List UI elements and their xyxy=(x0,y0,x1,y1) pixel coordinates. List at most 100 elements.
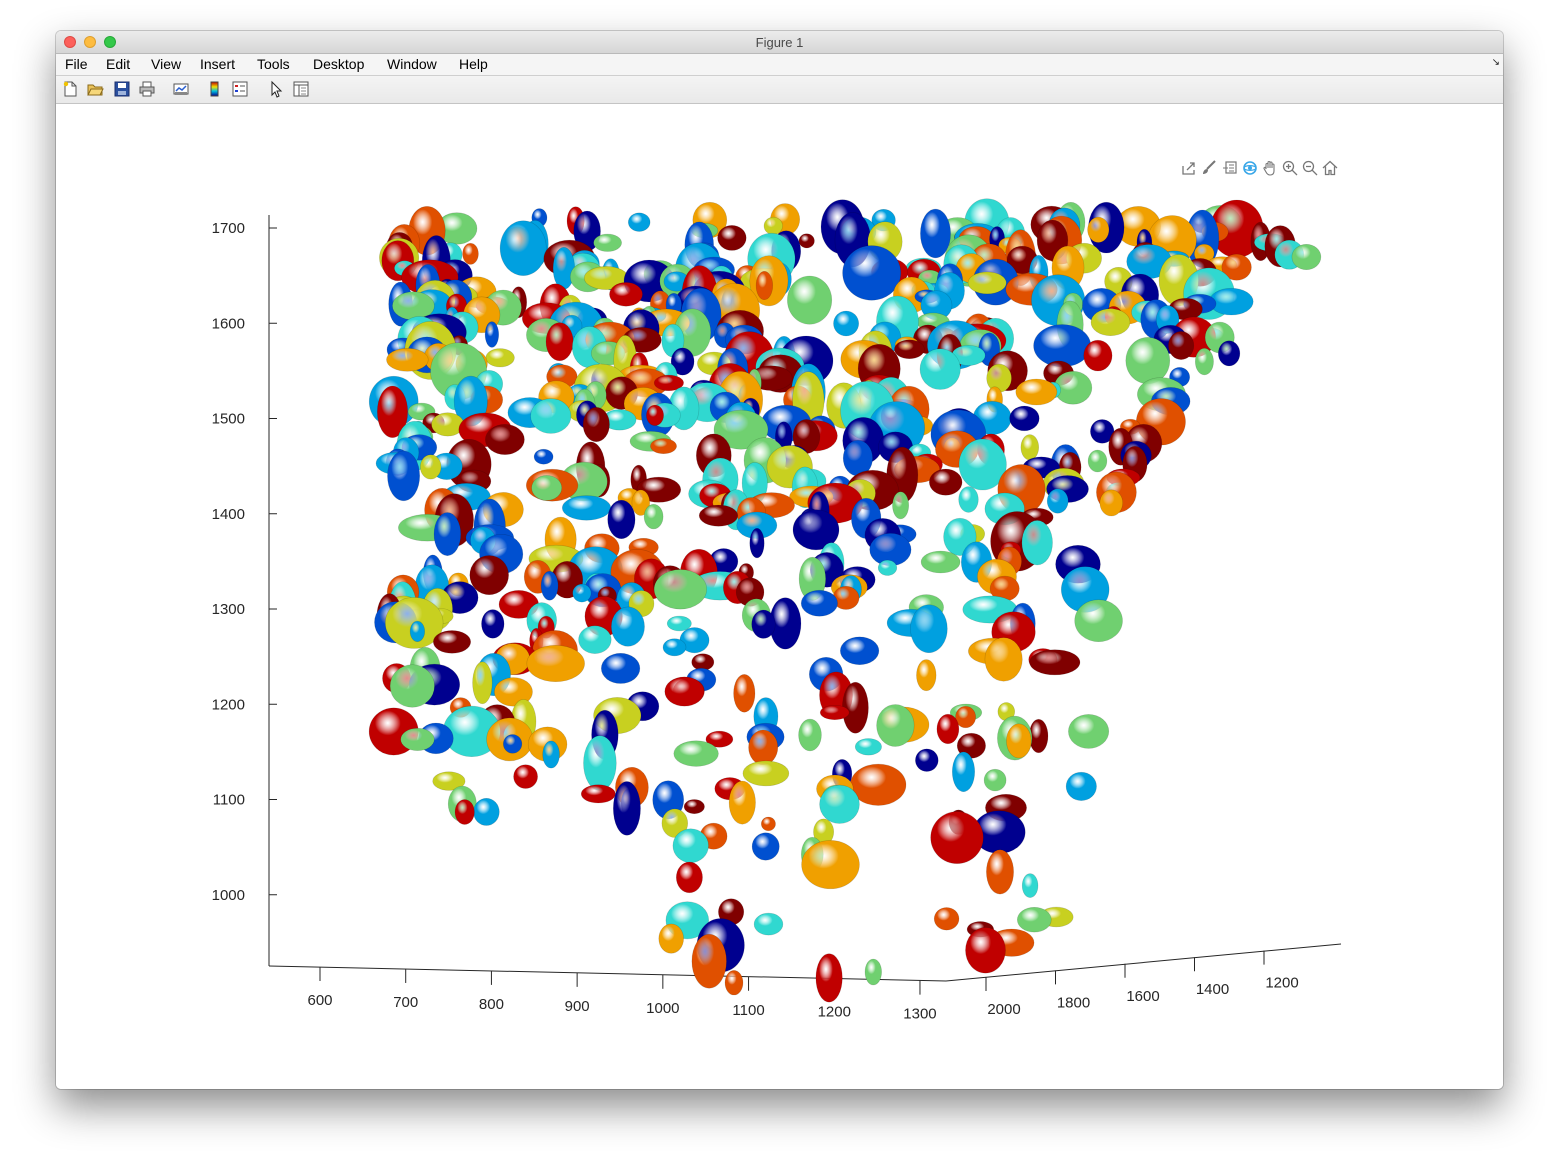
ellipsoid-point xyxy=(600,653,641,684)
ellipsoid-point xyxy=(751,832,780,861)
ellipsoid-point xyxy=(983,768,1007,792)
figure-window: Figure 1 File Edit View Insert Tools Des… xyxy=(56,31,1503,1089)
menu-insert[interactable]: Insert xyxy=(200,56,236,72)
ellipsoid-point xyxy=(484,321,500,348)
ellipsoid-point xyxy=(1087,449,1108,473)
ellipsoid-point xyxy=(842,681,869,734)
maximize-window-icon[interactable] xyxy=(104,36,116,48)
ellipsoid-point xyxy=(705,730,734,748)
ellipsoid-point xyxy=(676,861,703,894)
menu-file[interactable]: File xyxy=(65,56,88,72)
ellipsoid-point xyxy=(578,625,612,654)
ellipsoid-point xyxy=(761,816,776,832)
ellipsoid-point xyxy=(733,674,756,713)
x-tick-label: 600 xyxy=(307,992,332,1009)
y-tick-label: 2000 xyxy=(987,1001,1020,1018)
minimize-window-icon[interactable] xyxy=(84,36,96,48)
rotate-3d-icon[interactable] xyxy=(1241,159,1259,177)
pan-icon[interactable] xyxy=(1261,159,1279,177)
menu-help[interactable]: Help xyxy=(459,56,488,72)
ellipsoid-point xyxy=(376,385,408,438)
ellipsoid-point xyxy=(662,638,687,657)
property-inspector-icon[interactable] xyxy=(292,80,310,98)
zoom-out-icon[interactable] xyxy=(1301,159,1319,177)
ellipsoid-point xyxy=(646,404,664,426)
ellipsoid-point xyxy=(1083,339,1113,372)
menu-edit[interactable]: Edit xyxy=(106,56,131,72)
ellipsoid-point xyxy=(751,609,776,639)
ellipsoid-point xyxy=(965,927,1006,974)
ellipsoid-point xyxy=(755,271,774,301)
insert-legend-icon[interactable] xyxy=(231,80,249,98)
ellipsoid-point xyxy=(386,348,429,372)
ellipsoid-point xyxy=(800,589,838,617)
x-tick-label: 1200 xyxy=(818,1004,851,1021)
ellipsoid-point xyxy=(1020,434,1039,461)
ellipsoid-point xyxy=(473,798,500,826)
ellipsoid-point xyxy=(877,559,898,576)
ellipsoid-point xyxy=(432,771,466,791)
ellipsoid-point xyxy=(819,704,850,720)
open-folder-icon[interactable] xyxy=(86,80,104,98)
export-icon[interactable] xyxy=(1180,159,1198,177)
print-icon[interactable] xyxy=(138,80,156,98)
x-tick-label: 800 xyxy=(479,996,504,1013)
ellipsoid-point xyxy=(864,958,882,986)
ellipsoid-point xyxy=(748,729,779,766)
ellipsoid-point xyxy=(593,233,622,252)
ellipsoid-point xyxy=(653,569,708,610)
ellipsoid-point xyxy=(1217,340,1241,367)
ellipsoid-point xyxy=(798,718,822,752)
ellipsoid-point xyxy=(787,275,833,325)
ellipsoid-point xyxy=(613,781,641,836)
close-window-icon[interactable] xyxy=(64,36,76,48)
menu-window[interactable]: Window xyxy=(387,56,437,72)
insert-colorbar-icon[interactable] xyxy=(206,80,224,98)
x-tick-label: 1300 xyxy=(903,1006,936,1023)
ellipsoid-point xyxy=(493,677,533,707)
zoom-in-icon[interactable] xyxy=(1281,159,1299,177)
ellipsoid-point xyxy=(801,840,860,890)
ellipsoid-point xyxy=(763,216,783,235)
ellipsoid-point xyxy=(469,555,509,596)
ellipsoid-point xyxy=(583,735,617,791)
figure-canvas[interactable]: 1700 1600 1500 1400 1300 1200 1100 1000 600 700 80… xyxy=(56,104,1503,1089)
restore-view-icon[interactable] xyxy=(1321,159,1339,177)
axes-3d-plot[interactable]: 1700 1600 1500 1400 1300 1200 1100 1000 600 700 80… xyxy=(56,104,1503,1089)
brush-icon[interactable] xyxy=(1200,159,1218,177)
data-tips-icon[interactable] xyxy=(1221,159,1239,177)
x-tick-label: 1100 xyxy=(732,1002,764,1019)
ellipsoid-point xyxy=(984,637,1023,682)
ellipsoid-point xyxy=(513,764,538,789)
ellipsoid-point xyxy=(531,475,563,501)
ellipsoid-point xyxy=(582,406,610,442)
ellipsoid-point xyxy=(683,799,705,814)
ellipsoid-point xyxy=(609,282,643,307)
menu-view[interactable]: View xyxy=(151,56,182,72)
link-plot-icon[interactable] xyxy=(172,80,190,98)
ellipsoid-point xyxy=(742,760,790,787)
ellipsoid-point xyxy=(533,448,554,465)
ellipsoid-point xyxy=(749,528,765,559)
ellipsoid-point xyxy=(658,923,684,954)
ellipsoid-point xyxy=(792,509,840,551)
save-icon[interactable] xyxy=(113,80,131,98)
ellipsoid-point xyxy=(854,738,882,756)
dock-arrow-icon[interactable]: ↘ xyxy=(1491,57,1500,68)
ellipsoid-point xyxy=(920,550,961,574)
ellipsoid-point xyxy=(485,348,515,368)
z-tick-label: 1300 xyxy=(212,601,245,618)
x-tick-label: 1000 xyxy=(646,1000,679,1017)
ellipsoid-point xyxy=(1168,331,1195,360)
new-figure-icon[interactable] xyxy=(61,80,79,98)
title-bar[interactable]: Figure 1 xyxy=(56,31,1503,54)
ellipsoid-point xyxy=(572,583,592,603)
edit-plot-cursor-icon[interactable] xyxy=(267,80,285,98)
ellipsoid-point xyxy=(661,808,688,838)
ellipsoid-point xyxy=(986,363,1012,393)
ellipsoid-point xyxy=(1021,520,1053,566)
ellipsoid-point xyxy=(545,322,574,362)
ellipsoid-point xyxy=(670,347,695,376)
menu-desktop[interactable]: Desktop xyxy=(313,56,365,72)
menu-tools[interactable]: Tools xyxy=(257,56,290,72)
